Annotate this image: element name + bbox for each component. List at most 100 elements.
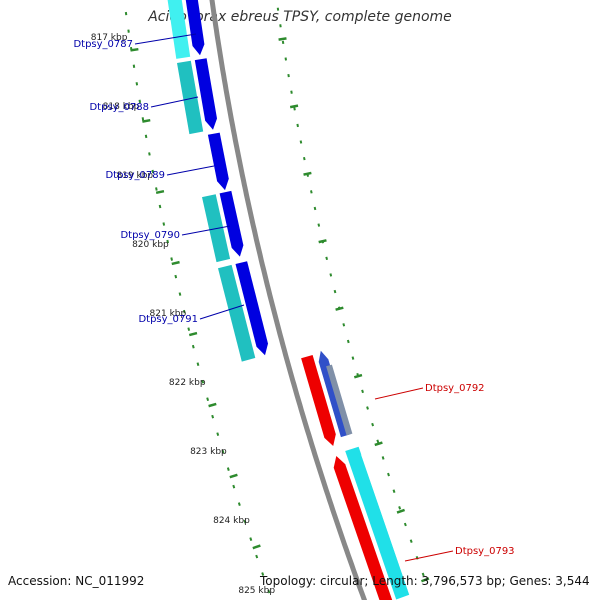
ruler-label: 820 kbp [132,240,169,250]
tick-dot-inner [206,397,210,401]
tick-dot-outer [371,422,375,427]
cds-feature [235,261,268,356]
tick-dot-outer [303,156,306,161]
tick-dot-outer [299,140,303,144]
ruler-outer-tick [374,441,383,447]
tick-dot-inner [196,362,200,366]
tick-dot-inner [216,432,220,436]
tick-dot-outer [381,456,385,460]
tick-dot-inner [187,327,191,331]
tick-dot-inner [221,449,225,454]
ruler-outer-tick [278,37,287,41]
tick-dot-outer [361,389,364,394]
gene-leader-line [181,225,231,236]
ruler-major-tick [130,47,139,52]
tick-dot-inner [178,292,182,296]
tick-dot-inner [135,82,139,86]
tick-dot-outer [392,489,396,493]
gene-leader-line [374,387,424,400]
tick-dot-outer [296,123,299,128]
tick-dot-outer [310,190,313,194]
tick-dot-outer [346,339,350,344]
accession-text: Accession: NC_011992 [8,574,145,588]
tick-dot-inner [170,257,173,261]
tick-dot-inner [166,239,169,244]
gene-label: Dtpsy_0789 [105,170,165,181]
ruler-major-tick [188,331,198,337]
tick-dot-inner [249,537,253,541]
gene-label: Dtpsy_0790 [120,230,180,241]
cds-feature [333,456,393,600]
tick-dot-inner [174,274,178,279]
tick-dot-outer [333,289,337,294]
ruler-label: 825 kbp [238,586,275,596]
tick-dot-outer [403,522,407,527]
ruler-outer-tick [353,373,363,379]
tick-dot-inner [243,519,247,524]
backbone-line [209,0,368,600]
gene-feature [167,0,191,59]
gene-label: Dtpsy_0793 [455,546,515,557]
gene-leader-line [199,304,245,320]
tick-dot-outer [376,439,380,444]
tick-dot-outer [387,472,390,477]
tick-dot-inner [141,117,145,121]
gene-leader-line [166,165,215,176]
ruler-label: 821 kbp [150,309,187,319]
gene-leader-line [404,550,454,562]
tick-dot-inner [261,572,265,576]
genome-summary: Topology: circular; Length: 3,796,573 bp… [260,574,590,588]
ruler-outer-tick [303,171,312,176]
cds-feature [185,0,205,56]
ruler-outer-tick [289,104,299,109]
tick-dot-inner [151,169,155,174]
gene-label: Dtpsy_0787 [73,39,133,50]
tick-dot-outer [421,572,425,577]
tick-dot-inner [158,204,162,209]
tick-dot-outer [287,73,290,78]
tick-dot-outer [325,256,329,261]
tick-dot-inner [211,414,215,419]
tick-dot-outer [293,107,296,111]
gene-feature [177,60,204,135]
tick-dot-outer [409,539,413,543]
gene-label: Dtpsy_0792 [425,383,485,394]
cds-feature [301,355,336,446]
tick-dot-inner [155,187,158,191]
gene-feature [218,264,256,362]
tick-dot-inner [144,134,148,139]
cds-feature [219,190,244,257]
tick-dot-inner [182,309,186,314]
cds-feature [326,364,353,436]
tick-dot-outer [290,90,293,94]
tick-dot-inner [138,99,142,104]
gene-label: Dtpsy_0788 [89,102,149,113]
ruler-outer-tick [335,306,344,311]
ruler-major-tick [155,189,165,195]
ruler-major-tick [229,473,238,479]
ruler-label: 819 kbp [116,171,153,181]
tick-dot-inner [201,379,205,384]
tick-dot-inner [191,344,195,349]
tick-dot-outer [329,273,333,277]
ruler-label: 818 kbp [103,102,140,112]
map-title: Acidovorax ebreus TPSY, complete genome [148,9,452,25]
ruler-outer-tick [396,508,405,514]
ruler-major-tick [171,260,180,266]
cds-feature [194,58,217,130]
tick-dot-outer [317,223,321,227]
tick-dot-outer [342,323,346,327]
tick-dot-inner [237,502,241,506]
ruler-label: 817 kbp [91,33,128,43]
tick-dot-inner [267,589,271,594]
cds-feature [207,132,229,191]
gene-feature [345,446,410,600]
ruler-label: 824 kbp [213,516,250,526]
ruler-label: 823 kbp [190,447,227,457]
ruler-major-tick [142,118,151,123]
gene-label: Dtpsy_0791 [138,314,198,325]
gene-leader-line [134,33,197,45]
ruler-outer-tick [318,239,327,244]
ruler-outer-tick [420,577,430,583]
